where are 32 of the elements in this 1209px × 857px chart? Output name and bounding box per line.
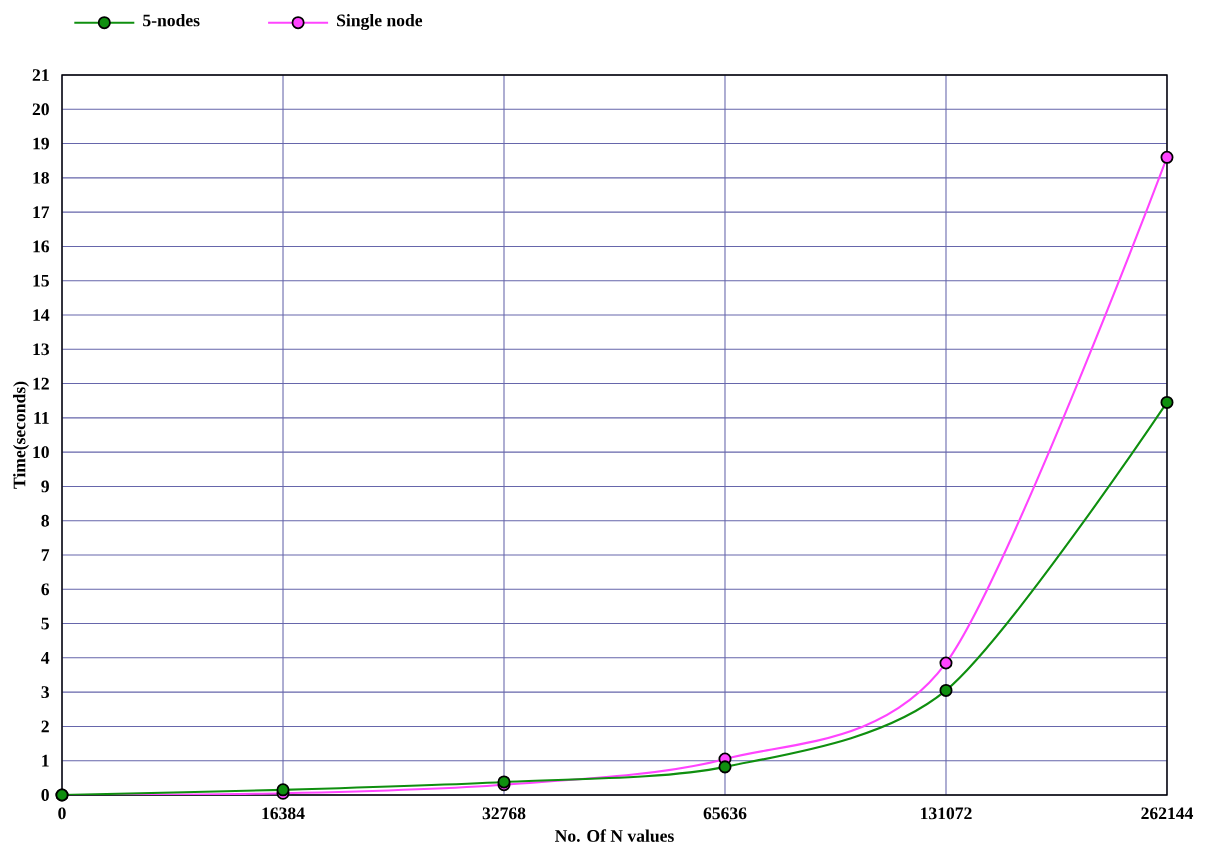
x-tick-label: 65636 [703,807,747,820]
y-tick-label: 1 [42,754,49,767]
y-tick-label: 16 [33,240,50,253]
y-tick-label: 11 [34,412,49,424]
y-tick-label: 7 [41,549,50,561]
legend-label: 5-nodes [143,14,200,27]
x-tick-label: 16384 [262,807,305,820]
y-tick-label: 18 [33,171,50,184]
x-tick-label: 32768 [482,807,526,820]
y-axis-title: Time(seconds) [13,381,29,489]
y-tick-label: 17 [33,206,50,218]
y-tick-label: 13 [33,343,50,356]
y-tick-label: 12 [33,377,49,390]
y-tick-label: 10 [33,446,49,459]
y-tick-label: 2 [41,720,49,733]
y-tick-label: 9 [41,480,49,493]
x-axis-title: No. Of N values [555,829,674,842]
x-tick-label: 262144 [1141,807,1194,820]
y-tick-label: 19 [33,137,49,150]
x-tick-label: 131072 [921,807,972,820]
y-tick-label: 20 [32,103,49,116]
y-tick-label: 5 [41,617,49,630]
x-tick-label: 0 [58,807,66,820]
y-tick-label: 15 [33,274,49,287]
y-tick-label: 21 [32,69,49,81]
y-tick-label: 6 [41,583,50,596]
y-tick-label: 14 [33,309,50,321]
y-tick-label: 4 [41,652,50,664]
y-tick-label: 0 [41,789,49,801]
y-tick-label: 3 [41,686,50,699]
y-tick-label: 8 [41,514,50,527]
legend-label: Single node [337,14,423,31]
